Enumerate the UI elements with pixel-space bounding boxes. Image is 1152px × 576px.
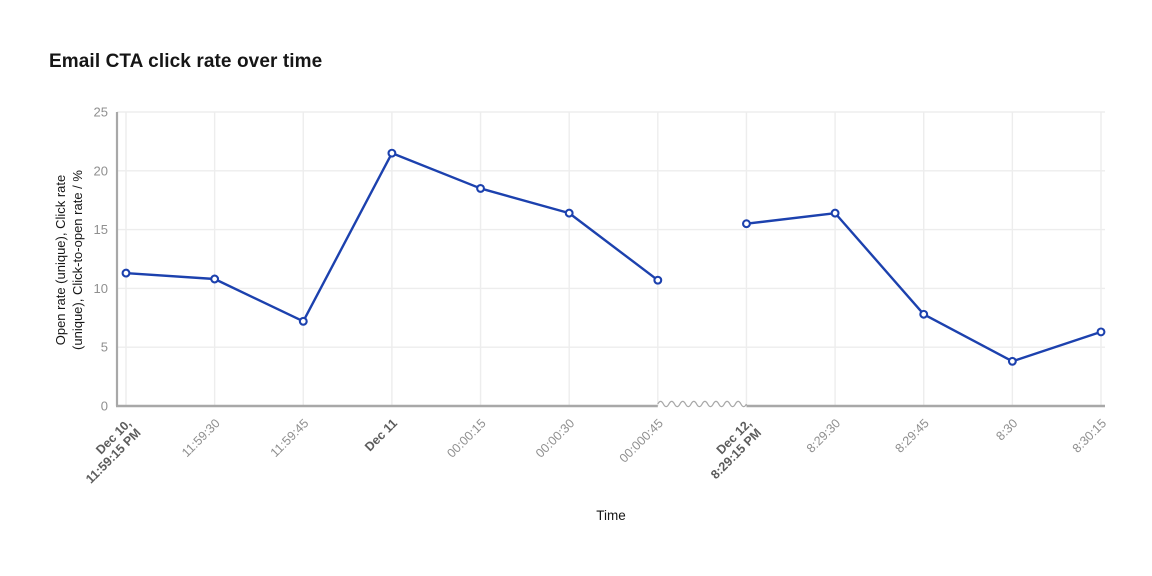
x-tick-label: 8:29:45: [892, 416, 931, 455]
data-point: [121, 268, 131, 278]
x-tick-label: 8:29:30: [804, 416, 843, 455]
y-tick-label: 20: [94, 163, 108, 178]
data-point: [298, 316, 308, 326]
x-tick-label: Dec 12,8:29:15 PM: [698, 416, 764, 482]
data-point: [1096, 327, 1106, 337]
data-point: [830, 208, 840, 218]
x-tick-label: 11:59:45: [268, 416, 312, 460]
axis-break-squiggle: [657, 400, 748, 408]
data-point: [476, 183, 485, 193]
x-tick-label: 00:00:30: [533, 416, 577, 460]
y-tick-label: 5: [101, 340, 108, 355]
y-tick-label: 25: [94, 105, 108, 120]
y-tick-label: 0: [101, 399, 108, 414]
data-point: [1007, 356, 1017, 366]
y-tick-label: 15: [94, 222, 108, 237]
y-tick-label: 10: [94, 281, 108, 296]
data-point: [210, 274, 220, 284]
x-tick-label: 11:59:30: [179, 416, 223, 460]
data-point: [919, 309, 929, 319]
x-tick-label: Dec 11: [362, 416, 400, 454]
x-axis-label: Time: [596, 508, 626, 523]
x-tick-label: 00:00:15: [444, 416, 488, 460]
x-tick-label: 00:000:45: [617, 416, 666, 465]
x-tick-label: 8:30:15: [1070, 416, 1109, 455]
page-title: Email CTA click rate over time: [49, 51, 323, 72]
data-point: [653, 275, 663, 285]
data-point: [742, 219, 751, 229]
data-point: [564, 208, 574, 218]
x-tick-label: Dec 10,11:59:15 PM: [74, 416, 144, 486]
x-tick-label: 8:30: [993, 416, 1020, 443]
data-point: [387, 148, 397, 158]
